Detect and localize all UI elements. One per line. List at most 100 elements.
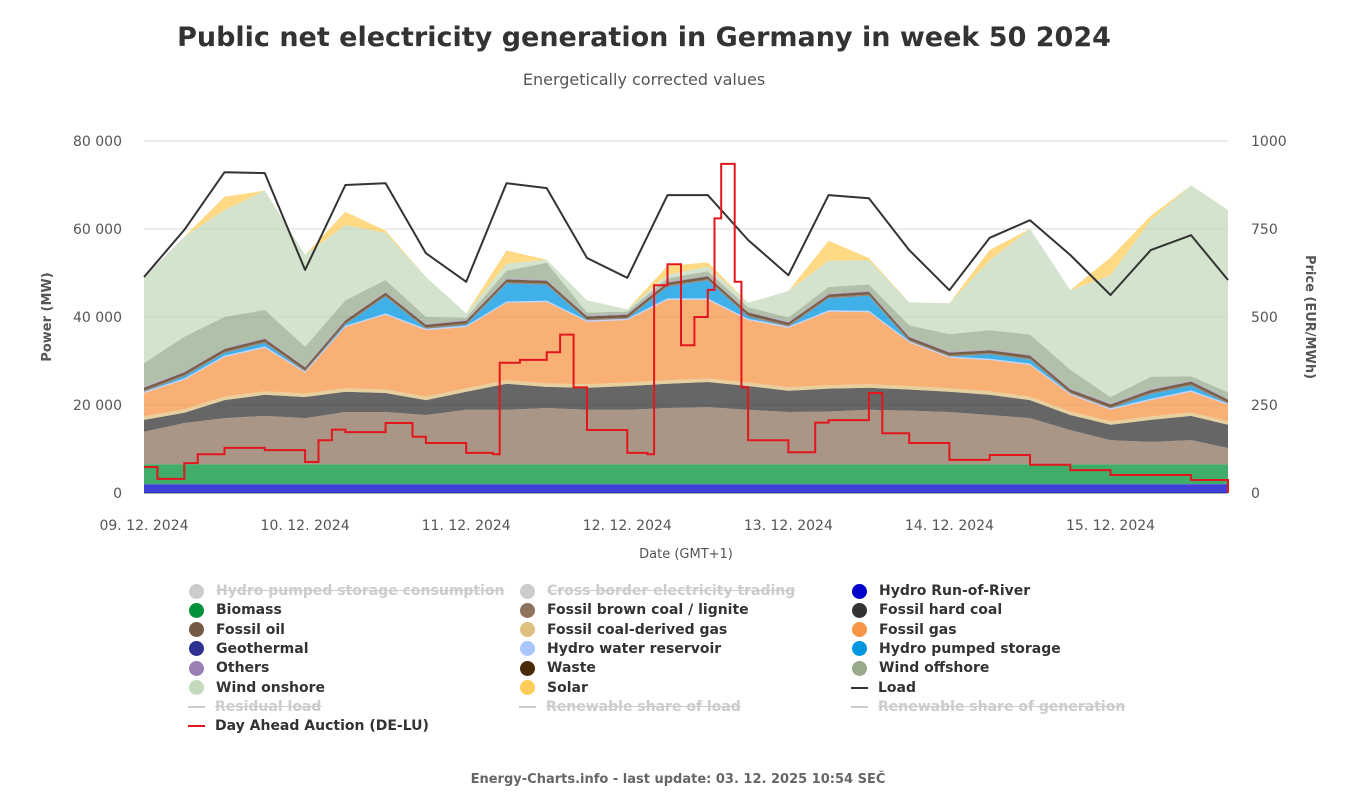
y-axis-title: Power (MW) xyxy=(40,272,55,361)
chart-title: Public net electricity generation in Ger… xyxy=(177,22,1111,53)
legend-item-day-ahead-auction-de-lu[interactable]: Day Ahead Auction (DE-LU) xyxy=(188,717,429,735)
legend-label: Hydro Run-of-River xyxy=(879,583,1031,599)
x-tick-label: 10. 12. 2024 xyxy=(261,518,350,534)
legend-item-others[interactable]: Others xyxy=(189,659,269,677)
legend-item-biomass[interactable]: Biomass xyxy=(189,601,282,619)
legend-item-renewable-share-of-generation[interactable]: Renewable share of generation xyxy=(851,698,1126,716)
legend-line-icon xyxy=(519,705,536,708)
area-wind-onshore xyxy=(144,185,1228,397)
legend-line-icon xyxy=(851,686,868,689)
legend-label: Biomass xyxy=(216,602,282,619)
legend-dot-icon xyxy=(852,602,867,618)
price-line xyxy=(144,162,1229,493)
legend-label: Fossil coal-derived gas xyxy=(547,621,728,638)
legend-label: Renewable share of generation xyxy=(878,698,1126,715)
legend-line-icon xyxy=(851,705,868,708)
area-fossil-brown-coal-lignite xyxy=(144,407,1228,465)
legend-label: Residual load xyxy=(215,698,322,715)
legend-label: Day Ahead Auction (DE-LU) xyxy=(215,718,429,735)
area-fossil-hard-coal xyxy=(144,382,1228,448)
legend-label: Wind onshore xyxy=(216,679,326,696)
legend-label: Fossil oil xyxy=(216,621,285,638)
chart-subtitle: Energetically corrected values xyxy=(522,70,766,89)
area-fossil-coal-derived-gas xyxy=(144,378,1228,425)
x-tick-label: 12. 12. 2024 xyxy=(583,518,672,534)
legend-item-hydro-water-reservoir[interactable]: Hydro water reservoir xyxy=(520,640,721,658)
y-tick-label: 0 xyxy=(113,486,122,502)
legend-item-fossil-hard-coal[interactable]: Fossil hard coal xyxy=(852,601,1002,619)
legend-label: Solar xyxy=(547,679,588,696)
legend-dot-icon xyxy=(852,660,867,676)
y2-tick-label: 250 xyxy=(1251,398,1278,414)
legend-label: Fossil brown coal / lignite xyxy=(547,602,749,619)
x-axis-title: Date (GMT+1) xyxy=(639,547,733,562)
legend-dot-icon xyxy=(189,622,204,638)
y2-axis-title: Price (EUR/MWh) xyxy=(1302,255,1317,379)
legend-label: Fossil gas xyxy=(879,621,957,638)
area-biomass xyxy=(144,464,1228,485)
legend-item-residual-load[interactable]: Residual load xyxy=(188,698,322,716)
legend-item-cross-border-electricity-trading[interactable]: Cross border electricity trading xyxy=(520,582,795,600)
legend-item-hydro-pumped-storage[interactable]: Hydro pumped storage xyxy=(852,640,1061,658)
area-wind-offshore xyxy=(144,262,1228,404)
legend-item-solar[interactable]: Solar xyxy=(520,679,588,697)
legend-item-waste[interactable]: Waste xyxy=(520,659,596,677)
legend-label: Load xyxy=(878,679,917,696)
legend-item-load[interactable]: Load xyxy=(851,679,917,697)
legend-line-icon xyxy=(188,725,205,728)
x-tick-label: 11. 12. 2024 xyxy=(422,518,511,534)
legend-dot-icon xyxy=(520,680,535,695)
legend-item-fossil-coal-derived-gas[interactable]: Fossil coal-derived gas xyxy=(520,621,727,639)
legend-dot-icon xyxy=(520,583,535,599)
legend-dot-icon xyxy=(189,660,204,676)
x-axis: 09. 12. 2024 10. 12. 2024 11. 12. 2024 12. … xyxy=(99,518,1155,534)
legend-dot-icon xyxy=(189,583,204,599)
y-axis-right: 0 250 500 750 1000 xyxy=(1251,134,1287,502)
lines xyxy=(143,162,1229,493)
legend-dot-icon xyxy=(852,641,867,657)
legend-item-fossil-oil[interactable]: Fossil oil xyxy=(189,621,285,639)
legend-dot-icon xyxy=(520,641,535,657)
legend-dot-icon xyxy=(189,602,204,618)
legend-label: Waste xyxy=(547,660,596,677)
legend-label: Hydro pumped storage xyxy=(879,640,1061,657)
legend-item-hydro-pumped-storage-consumption[interactable]: Hydro pumped storage consumption xyxy=(189,582,505,600)
legend-label: Fossil hard coal xyxy=(879,602,1003,619)
area-hydro-run-of-river xyxy=(144,484,1228,493)
load-line xyxy=(143,171,1229,296)
y2-tick-label: 1000 xyxy=(1251,134,1287,150)
legend-label: Renewable share of load xyxy=(546,698,741,715)
legend-item-fossil-gas[interactable]: Fossil gas xyxy=(852,621,957,639)
legend-dot-icon xyxy=(852,583,867,599)
legend-line-icon xyxy=(188,705,205,708)
x-tick-label: 14. 12. 2024 xyxy=(905,518,994,534)
legend-item-geothermal[interactable]: Geothermal xyxy=(189,640,309,658)
legend-item-wind-onshore[interactable]: Wind onshore xyxy=(189,679,325,697)
legend-item-hydro-run-of-river[interactable]: Hydro Run-of-River xyxy=(852,582,1030,600)
legend-dot-icon xyxy=(189,641,204,657)
x-tick-label: 15. 12. 2024 xyxy=(1066,518,1155,534)
legend-label: Others xyxy=(216,660,270,677)
legend-label: Hydro pumped storage consumption xyxy=(216,583,505,599)
legend-dot-icon xyxy=(520,660,535,676)
legend-dot-icon xyxy=(520,602,535,618)
y-axis-left: 0 20 000 40 000 60 000 80 000 xyxy=(73,134,122,502)
footer-credit: Energy-Charts.info - last update: 03. 12… xyxy=(470,772,886,787)
stacked-areas xyxy=(144,185,1228,493)
x-tick-label: 09. 12. 2024 xyxy=(99,518,188,534)
legend-label: Geothermal xyxy=(216,640,309,657)
legend-item-fossil-brown-coal-lignite[interactable]: Fossil brown coal / lignite xyxy=(520,601,749,619)
y-tick-label: 60 000 xyxy=(73,222,122,238)
legend-dot-icon xyxy=(189,680,204,695)
x-tick-label: 13. 12. 2024 xyxy=(744,518,833,534)
y2-tick-label: 0 xyxy=(1251,486,1260,502)
legend-label: Wind offshore xyxy=(879,660,990,677)
legend-label: Hydro water reservoir xyxy=(547,640,722,657)
legend-dot-icon xyxy=(520,622,535,638)
y-tick-label: 40 000 xyxy=(73,310,122,326)
legend-label: Cross border electricity trading xyxy=(547,583,796,599)
legend-item-renewable-share-of-load[interactable]: Renewable share of load xyxy=(519,698,741,716)
legend-item-wind-offshore[interactable]: Wind offshore xyxy=(852,659,989,677)
